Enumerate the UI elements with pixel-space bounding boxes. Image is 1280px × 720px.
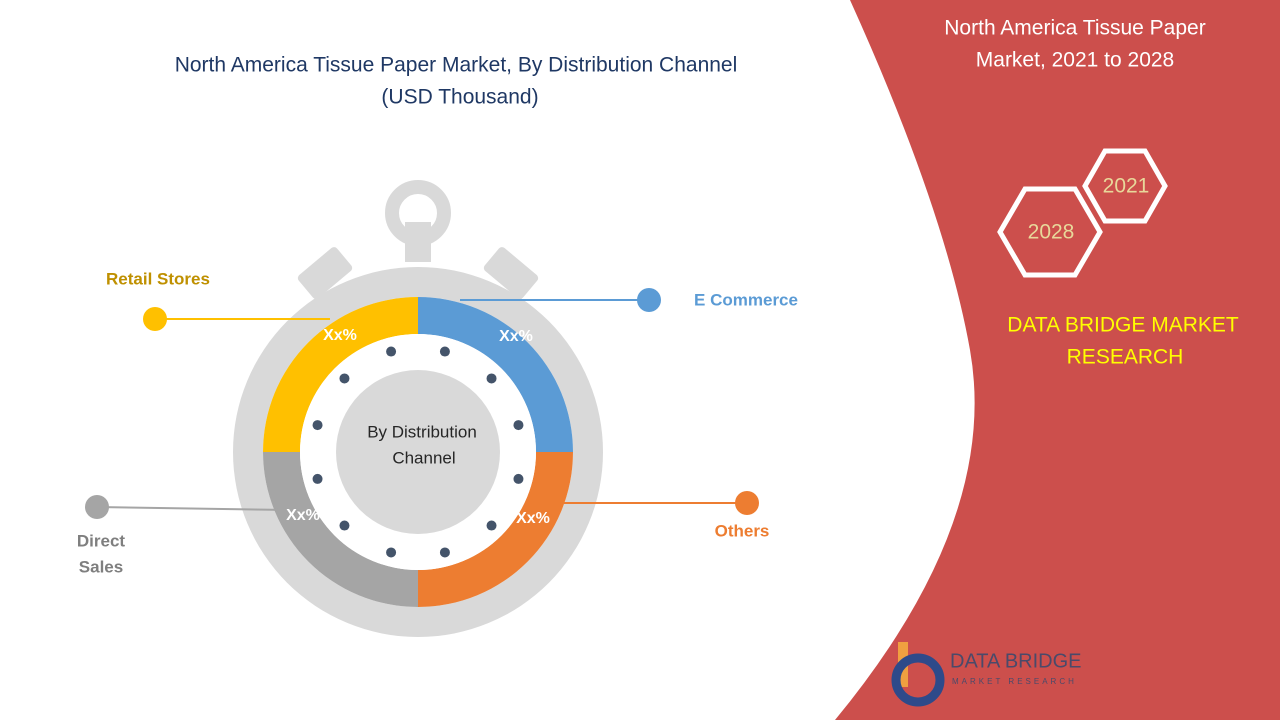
tick-dots: [312, 346, 524, 558]
legend-dot: [85, 495, 109, 519]
legend-dot: [735, 491, 759, 515]
year: 2021: [1103, 175, 1150, 198]
tick-dot: [486, 373, 497, 384]
logo-mark: [891, 653, 945, 707]
ear: [297, 247, 353, 299]
tick-dot: [312, 420, 323, 431]
tick-dot: [339, 520, 350, 531]
logo-tagline: MARKET RESEARCH: [952, 677, 1077, 686]
tick-dot: [386, 547, 397, 558]
side-panel: [835, 0, 1280, 720]
tick-dot: [439, 547, 450, 558]
tick-dot: [513, 420, 524, 431]
year: 2028: [1028, 221, 1075, 244]
logo: DATA BRIDGE MARKET RESEARCH: [891, 642, 1082, 707]
ring: [263, 297, 573, 607]
center-label: Channel: [392, 448, 455, 467]
connector: [96, 506, 291, 511]
brand: RESEARCH: [1067, 346, 1184, 369]
ear: [483, 247, 539, 299]
segment: [418, 452, 573, 607]
tick-dot: [339, 373, 350, 384]
hexagon: [1082, 148, 1168, 224]
segment-label: Xx%: [286, 507, 320, 524]
legend-label: Direct: [77, 531, 126, 550]
tick-dot: [513, 473, 524, 484]
segment: [263, 297, 418, 452]
legend-dot: [637, 288, 661, 312]
segment: [418, 297, 573, 452]
center-disc: [336, 370, 500, 534]
knob: [385, 180, 451, 246]
tick-dot: [386, 346, 397, 357]
brand: DATA BRIDGE MARKET: [1007, 314, 1239, 337]
segment-label: Xx%: [323, 327, 357, 344]
legend-label: Others: [715, 521, 770, 540]
legend-label: Retail Stores: [106, 269, 210, 288]
segment-label: Xx%: [499, 328, 533, 345]
tick-dot: [439, 346, 450, 357]
segment: [263, 452, 418, 607]
logo-name: DATA BRIDGE: [950, 650, 1082, 672]
center-label: By Distribution: [367, 422, 477, 441]
panel-heading: Market, 2021 to 2028: [976, 49, 1174, 72]
segment-label: Xx%: [516, 510, 550, 527]
hexagon: [997, 186, 1103, 278]
title: North America Tissue Paper Market, By Di…: [175, 54, 738, 77]
legend-label: E Commerce: [694, 290, 798, 309]
tick-dot: [312, 473, 323, 484]
title: (USD Thousand): [381, 86, 538, 109]
panel-heading: North America Tissue Paper: [944, 17, 1205, 40]
legend-dot: [143, 307, 167, 331]
legend-label: Sales: [79, 557, 123, 576]
tick-dot: [486, 520, 497, 531]
